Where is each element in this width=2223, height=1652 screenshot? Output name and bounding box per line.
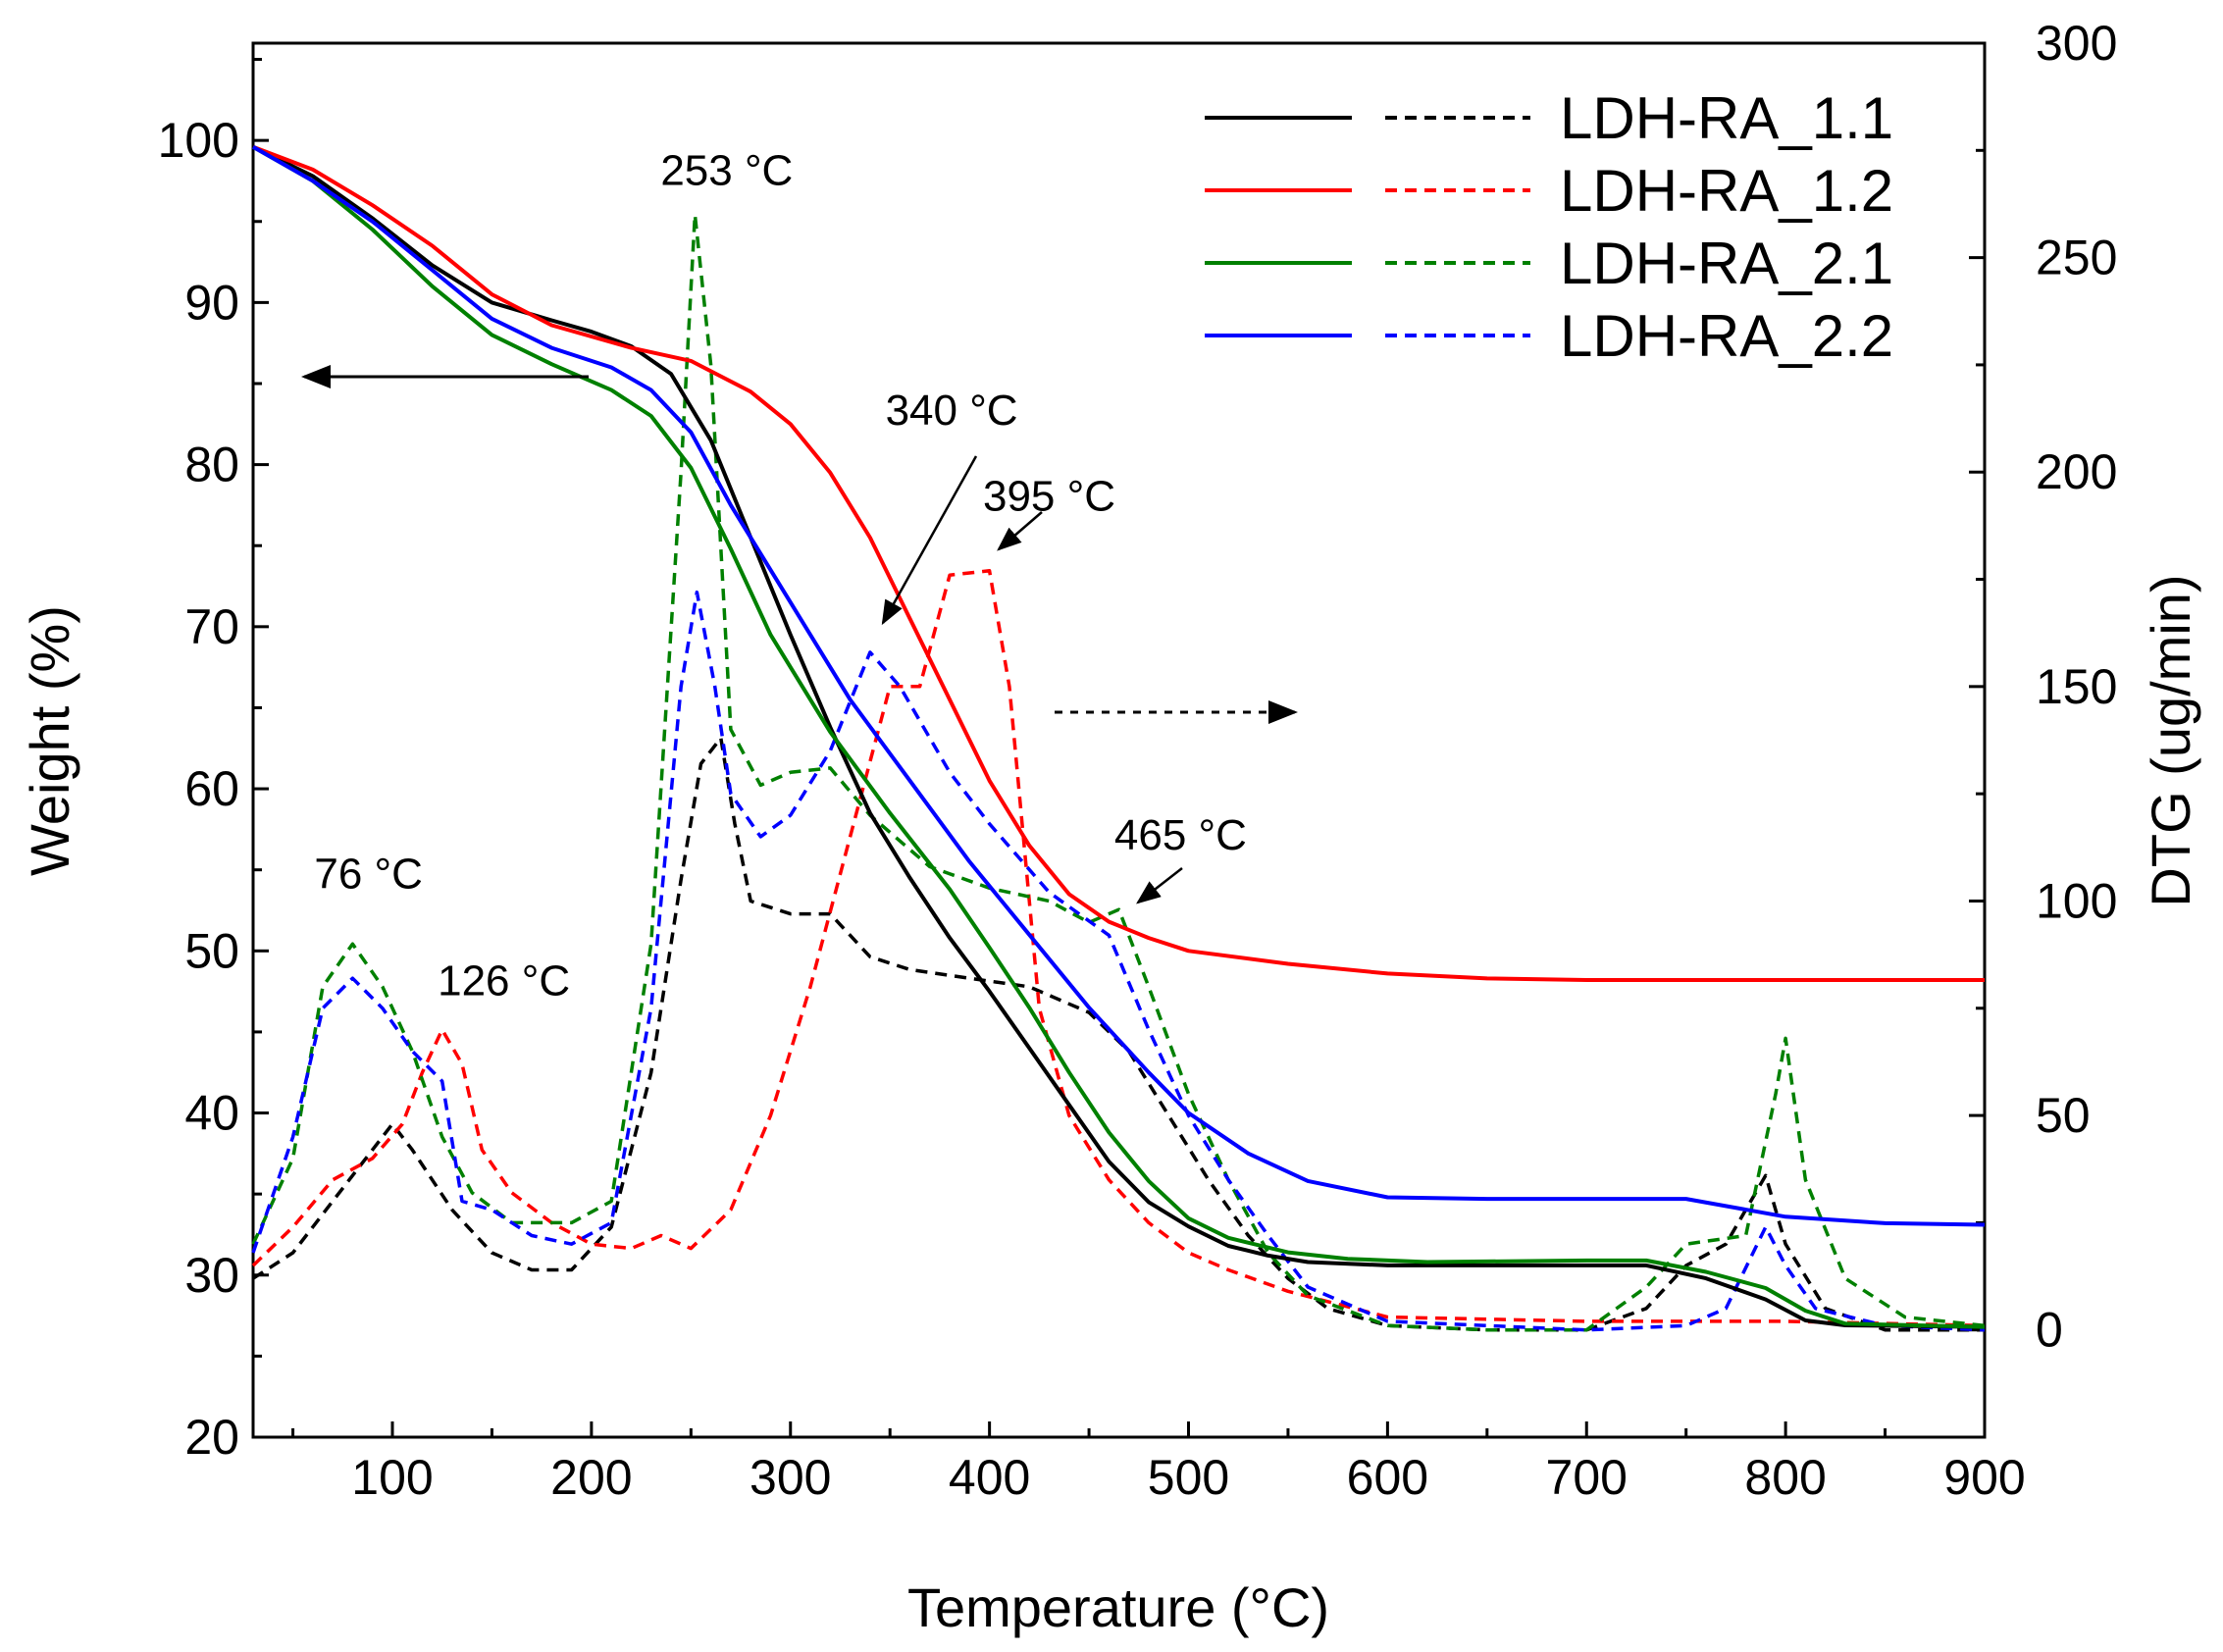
x-tick-label: 400: [949, 1450, 1030, 1505]
dtg-line-ldh-ra-2-2: [251, 590, 1986, 1332]
weight-line-ldh-ra-1-2: [252, 144, 1985, 982]
x-tick-label: 700: [1546, 1450, 1628, 1505]
y-left-tick-label: 100: [158, 113, 239, 168]
direction-arrows: [301, 365, 1298, 904]
y-left-tick-label: 90: [184, 275, 239, 330]
legend-label: LDH-RA_2.1: [1560, 231, 1893, 296]
x-tick-label: 300: [750, 1450, 831, 1505]
x-tick-label: 600: [1347, 1450, 1428, 1505]
annotations: 76 °C 126 °C 253 °C 340 °C 395 °C 465 °C: [314, 146, 1247, 1005]
annotation-label: 395 °C: [983, 473, 1115, 521]
plot-frame: [251, 41, 1987, 1439]
y-left-tick-label: 40: [184, 1086, 239, 1141]
arrow-340: [881, 455, 978, 626]
y-right-tick-label: 100: [2036, 873, 2117, 928]
dtg-line-ldh-ra-2-1: [251, 213, 1986, 1332]
dtg-line-ldh-ra-1-1: [252, 736, 1985, 1332]
weight-line-ldh-ra-1-1: [252, 144, 1986, 1329]
legend-label: LDH-RA_1.1: [1560, 85, 1893, 151]
y-left-axis-title: Weight (%): [19, 605, 80, 876]
arrow-465: [1136, 867, 1183, 904]
y-left-tick-label: 50: [184, 923, 239, 978]
annotation-label: 340 °C: [886, 387, 1018, 435]
x-tick-label: 500: [1148, 1450, 1229, 1505]
y-right-tick-label: 150: [2036, 659, 2117, 714]
weight-line-ldh-ra-2-1: [252, 144, 1986, 1329]
series-layer: [251, 144, 1986, 1332]
y-left-tick-label: 70: [184, 599, 239, 654]
y-left-tick-label: 80: [184, 438, 239, 492]
y-left-tick-label: 20: [184, 1410, 239, 1465]
y-left-axis-ticks: 20 30 40 50 60 70 80 90 100: [158, 58, 269, 1465]
y-right-axis-title: DTG (ug/min): [2140, 574, 2201, 906]
y-right-tick-label: 300: [2036, 16, 2117, 71]
x-axis-title: Temperature (°C): [907, 1576, 1329, 1638]
x-tick-label: 800: [1744, 1450, 1826, 1505]
arrow-395: [997, 511, 1043, 551]
x-tick-label: 200: [550, 1450, 632, 1505]
annotation-label: 253 °C: [660, 146, 793, 194]
annotation-label: 465 °C: [1114, 811, 1247, 859]
x-axis-ticks: 100 200 300 400 500 600 700 800 900: [291, 1421, 2026, 1505]
annotation-label: 76 °C: [314, 850, 423, 898]
legend: LDH-RA_1.1 LDH-RA_1.2 LDH-RA_2.1 LDH-RA_2.2: [1205, 85, 1893, 369]
y-left-tick-label: 30: [184, 1248, 239, 1303]
legend-label: LDH-RA_1.2: [1560, 158, 1893, 224]
x-tick-label: 900: [1943, 1450, 2025, 1505]
y-right-tick-label: 50: [2036, 1088, 2091, 1143]
weight-line-ldh-ra-2-2: [252, 144, 1986, 1227]
y-right-tick-label: 200: [2036, 444, 2117, 499]
legend-label: LDH-RA_2.2: [1560, 303, 1893, 369]
y-right-tick-label: 250: [2036, 231, 2117, 285]
dtg-line-ldh-ra-1-2: [251, 569, 1986, 1328]
annotation-label: 126 °C: [438, 957, 570, 1006]
x-tick-label: 100: [351, 1450, 433, 1505]
y-left-tick-label: 60: [184, 761, 239, 816]
y-right-tick-label: 0: [2036, 1303, 2063, 1358]
y-right-axis-ticks: 0 50 100 150 200 250 300: [1969, 16, 2117, 1439]
